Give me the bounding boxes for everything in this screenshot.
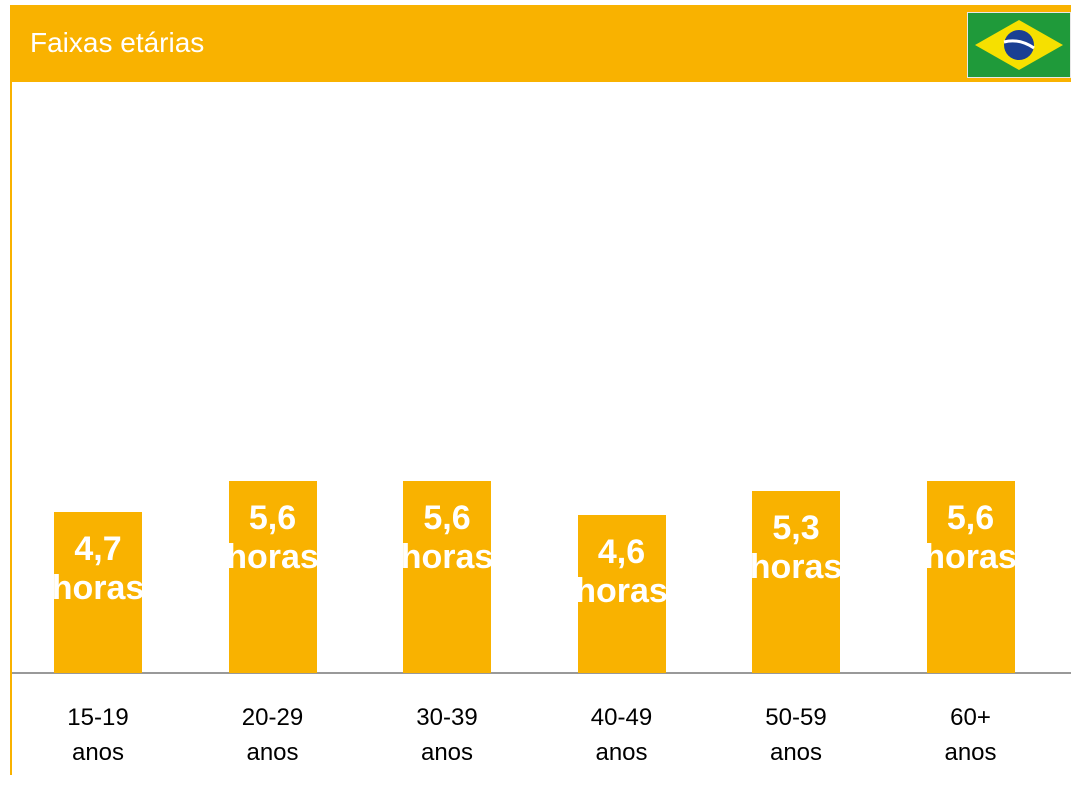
x-tick-label: 60+ anos	[944, 704, 997, 766]
bar	[577, 515, 666, 673]
data-label: 5,6 horas	[924, 498, 1017, 576]
data-label: 4,6 horas	[575, 533, 668, 611]
x-tick-label: 30-39 anos	[416, 704, 478, 766]
bar	[228, 480, 317, 673]
flag-icon	[967, 12, 1071, 78]
bar	[926, 480, 1015, 673]
data-label: 5,3 horas	[749, 509, 843, 587]
data-label: 4,7 horas	[51, 529, 145, 607]
bar	[54, 511, 142, 673]
header: Faixas etárias	[10, 5, 1071, 82]
data-label: 5,6 horas	[400, 498, 494, 576]
bar	[403, 480, 491, 673]
data-label: 5,6 horas	[226, 498, 319, 576]
x-tick-label: 50-59 anos	[765, 704, 827, 766]
bar	[752, 491, 840, 673]
chart-title: Faixas etárias	[30, 27, 205, 58]
left-border	[10, 82, 12, 775]
x-tick-label: 40-49 anos	[590, 704, 653, 766]
x-tick-label: 15-19 anos	[67, 704, 129, 766]
baseline	[12, 672, 1071, 674]
x-tick-label: 20-29 anos	[241, 704, 304, 766]
